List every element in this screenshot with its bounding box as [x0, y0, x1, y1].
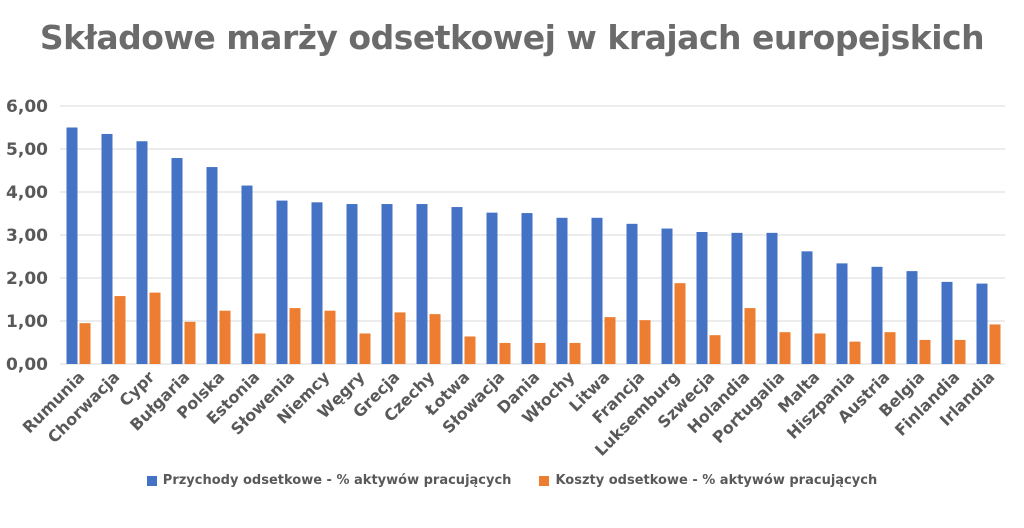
y-tick-label: 0,00 — [6, 355, 48, 375]
bar-cost — [464, 336, 476, 364]
bar-revenue — [906, 271, 918, 364]
bar-revenue — [976, 283, 988, 364]
bar-revenue — [661, 228, 673, 364]
legend-swatch-cost — [539, 475, 550, 486]
bar-revenue — [241, 185, 253, 364]
bar-revenue — [941, 281, 953, 364]
bar-revenue — [871, 266, 883, 364]
bar-cost — [254, 333, 266, 364]
bar-revenue — [731, 232, 743, 364]
bar-revenue — [136, 141, 148, 364]
bar-revenue — [556, 217, 568, 364]
bar-revenue — [486, 212, 498, 364]
bar-revenue — [346, 204, 358, 364]
legend-item-cost: Koszty odsetkowe - % aktywów pracujących — [539, 473, 877, 488]
chart-title: Składowe marży odsetkowej w krajach euro… — [39, 18, 985, 57]
bar-cost — [744, 308, 756, 364]
bar-cost — [849, 341, 861, 364]
legend-label-revenue: Przychody odsetkowe - % aktywów pracując… — [162, 473, 512, 488]
bar-revenue — [66, 127, 78, 364]
bar-cost — [814, 333, 826, 364]
bar-cost — [499, 342, 511, 364]
bar-cost — [359, 333, 371, 364]
bar-revenue — [451, 207, 463, 364]
legend-swatch-revenue — [146, 475, 157, 486]
bar-revenue — [626, 223, 638, 364]
y-tick-label: 1,00 — [6, 312, 48, 332]
bar-revenue — [101, 133, 113, 364]
bar-cost — [604, 317, 616, 364]
y-tick-label: 2,00 — [6, 269, 48, 289]
bar-revenue — [801, 251, 813, 364]
bar-cost — [884, 332, 896, 364]
bar-cost — [569, 342, 581, 364]
bar-cost — [149, 292, 161, 364]
bar-cost — [324, 310, 336, 364]
bar-cost — [394, 312, 406, 364]
y-tick-label: 3,00 — [6, 226, 48, 246]
bar-revenue — [591, 217, 603, 364]
bar-cost — [219, 310, 231, 364]
bar-revenue — [381, 204, 393, 364]
bar-cost — [989, 324, 1001, 364]
legend-label-cost: Koszty odsetkowe - % aktywów pracujących — [555, 473, 878, 488]
bar-revenue — [276, 200, 288, 364]
legend-item-revenue: Przychody odsetkowe - % aktywów pracując… — [146, 473, 512, 488]
bar-cost — [429, 314, 441, 364]
bar-revenue — [836, 263, 848, 364]
bar-cost — [114, 296, 126, 364]
y-tick-label: 6,00 — [6, 97, 48, 117]
y-tick-label: 4,00 — [6, 183, 48, 203]
bar-revenue — [696, 231, 708, 364]
bar-cost — [184, 321, 196, 364]
bar-revenue — [311, 202, 323, 364]
bar-cost — [779, 332, 791, 364]
bar-revenue — [206, 167, 218, 364]
bar-cost — [639, 320, 651, 364]
bar-chart: 0,001,002,003,004,005,006,00RumuniaChorw… — [6, 97, 1005, 460]
bar-revenue — [171, 158, 183, 364]
legend: Przychody odsetkowe - % aktywów pracując… — [0, 473, 1024, 488]
y-tick-label: 5,00 — [6, 140, 48, 160]
bar-cost — [709, 335, 721, 364]
bar-cost — [919, 339, 931, 364]
bar-cost — [534, 342, 546, 364]
bar-cost — [954, 339, 966, 364]
bar-cost — [674, 283, 686, 364]
bar-cost — [79, 323, 91, 364]
bar-revenue — [521, 213, 533, 364]
bar-cost — [289, 308, 301, 364]
bar-revenue — [416, 204, 428, 364]
bar-revenue — [766, 232, 778, 364]
